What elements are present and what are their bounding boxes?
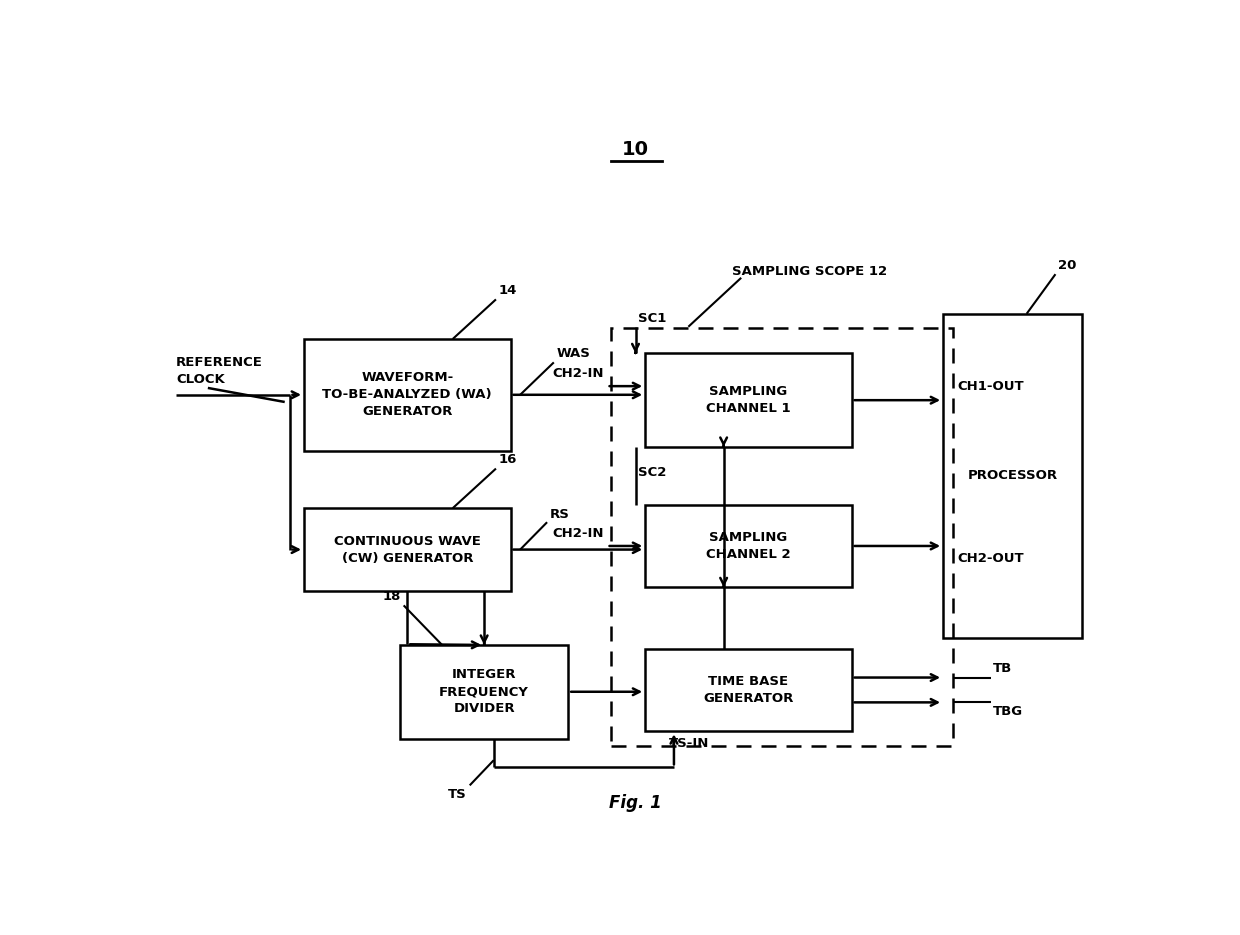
Text: RS: RS [551,508,570,521]
Text: TIME BASE
GENERATOR: TIME BASE GENERATOR [703,675,794,705]
Bar [645,649,852,731]
Text: REFERENCE
CLOCK: REFERENCE CLOCK [176,356,263,386]
Bar [304,509,511,591]
Text: CH2-IN: CH2-IN [552,367,604,381]
Text: WAS: WAS [557,347,590,360]
Bar [304,339,511,451]
Text: PROCESSOR: PROCESSOR [967,469,1058,482]
Text: Fig. 1: Fig. 1 [609,795,662,813]
Text: CONTINUOUS WAVE
(CW) GENERATOR: CONTINUOUS WAVE (CW) GENERATOR [334,535,481,565]
Text: SAMPLING
CHANNEL 2: SAMPLING CHANNEL 2 [706,531,791,561]
Text: CH2-IN: CH2-IN [552,527,604,540]
Text: TB: TB [993,662,1012,675]
Bar [645,505,852,587]
Text: 10: 10 [622,140,649,159]
Text: WAVEFORM-
TO-BE-ANALYZED (WA)
GENERATOR: WAVEFORM- TO-BE-ANALYZED (WA) GENERATOR [322,371,492,418]
Text: SAMPLING
CHANNEL 1: SAMPLING CHANNEL 1 [706,385,791,415]
Text: TBG: TBG [993,705,1023,717]
Bar [401,645,568,739]
Text: CH2-OUT: CH2-OUT [957,552,1024,565]
Text: 16: 16 [498,453,517,467]
Text: TS: TS [448,787,466,800]
Text: TS-IN: TS-IN [670,737,709,750]
Text: SC2: SC2 [639,467,667,480]
Text: 14: 14 [498,284,517,297]
Bar [645,353,852,447]
Text: CH1-OUT: CH1-OUT [957,380,1024,393]
Text: INTEGER
FREQUENCY
DIVIDER: INTEGER FREQUENCY DIVIDER [439,669,529,715]
Text: SAMPLING SCOPE 12: SAMPLING SCOPE 12 [732,265,887,278]
Bar [611,328,952,746]
Text: 20: 20 [1058,259,1076,272]
Bar [942,314,1083,638]
Text: SC1: SC1 [639,311,667,324]
Text: 18: 18 [382,590,401,603]
